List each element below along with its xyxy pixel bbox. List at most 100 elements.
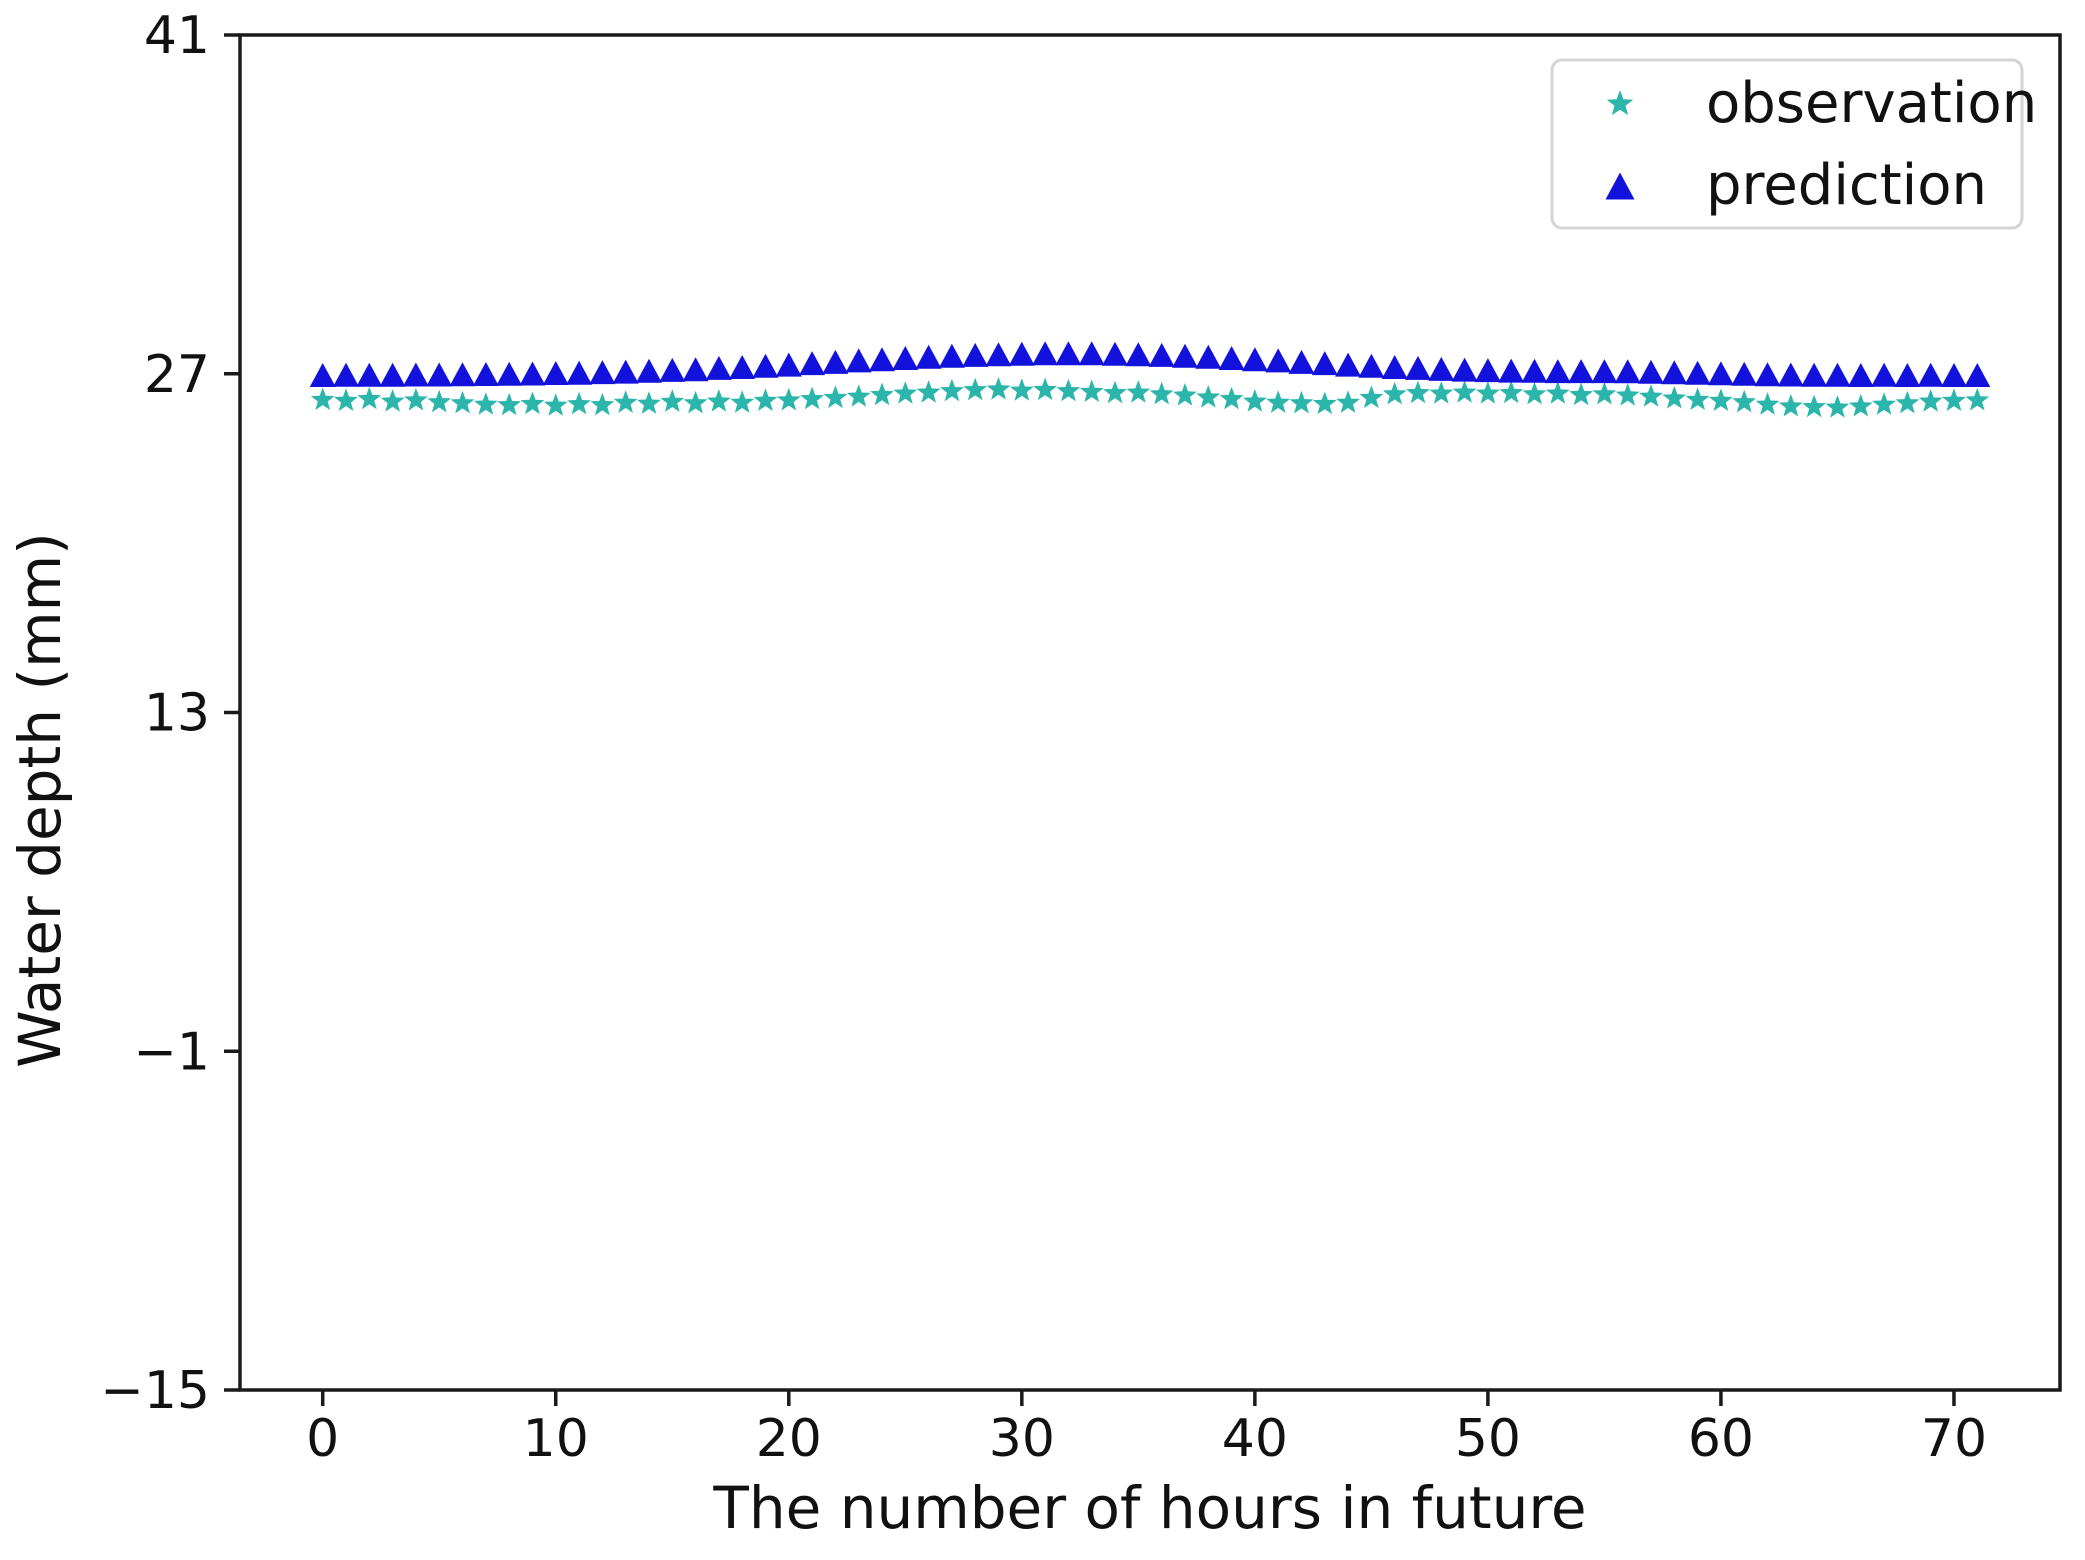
prediction-marker [1358, 353, 1385, 378]
prediction-marker [962, 342, 989, 367]
x-tick-label: 40 [1222, 1409, 1288, 1469]
prediction-marker [1941, 363, 1967, 387]
prediction-marker [1777, 362, 1804, 387]
prediction-marker [1847, 363, 1874, 387]
prediction-marker [1964, 363, 1991, 387]
y-tick-label: −1 [133, 1022, 210, 1082]
observation-marker [1802, 394, 1826, 418]
observation-marker [1825, 395, 1850, 418]
prediction-marker [775, 352, 802, 377]
observation-marker [1149, 381, 1174, 405]
x-tick-label: 60 [1688, 1409, 1754, 1469]
prediction-marker [636, 358, 662, 383]
prediction-marker [1544, 359, 1571, 384]
observation-marker [613, 390, 638, 413]
prediction-marker [1265, 348, 1292, 373]
prediction-marker [1078, 341, 1105, 366]
x-axis-label: The number of hours in future [712, 1474, 1586, 1542]
prediction-marker [1591, 359, 1618, 384]
observation-marker [1569, 382, 1593, 406]
observation-marker [753, 388, 778, 411]
observation-marker [1219, 386, 1244, 410]
prediction-marker [426, 362, 453, 387]
prediction-marker [1451, 357, 1478, 382]
observation-marker [1615, 383, 1640, 406]
observation-marker [1382, 381, 1407, 405]
prediction-marker [1008, 341, 1035, 366]
prediction-marker [1917, 362, 1944, 387]
prediction-marker [705, 355, 732, 380]
prediction-marker [379, 362, 406, 387]
prediction-marker [1638, 359, 1664, 384]
x-tick-label: 0 [306, 1409, 339, 1469]
observation-marker [1406, 380, 1430, 404]
prediction-marker [1405, 355, 1431, 380]
prediction-marker [1754, 362, 1781, 387]
observation-marker [1918, 389, 1943, 412]
observation-marker [1685, 387, 1710, 410]
observation-marker [940, 378, 964, 402]
prediction-marker [1521, 358, 1548, 383]
prediction-marker [1172, 343, 1198, 368]
observation-marker [800, 386, 824, 410]
prediction-marker [869, 347, 895, 372]
prediction-series [309, 341, 1991, 387]
y-tick-label: 27 [144, 345, 210, 405]
observation-marker [427, 389, 452, 413]
observation-marker [1872, 392, 1896, 415]
observation-marker [1732, 389, 1757, 413]
observation-marker [893, 381, 918, 404]
observation-series [310, 377, 1990, 418]
prediction-marker [1614, 359, 1641, 384]
observation-marker [1779, 393, 1803, 417]
prediction-marker [1335, 352, 1362, 377]
prediction-marker [1568, 359, 1595, 384]
observation-marker [683, 390, 708, 414]
observation-marker [1639, 384, 1663, 407]
observation-marker [1429, 381, 1454, 404]
observation-marker [707, 389, 731, 412]
prediction-marker [845, 348, 872, 373]
y-tick-label: 13 [144, 684, 210, 744]
x-tick-label: 70 [1921, 1409, 1987, 1469]
observation-marker [1336, 390, 1360, 413]
prediction-marker [682, 357, 709, 382]
legend: observation prediction [1550, 58, 2037, 230]
y-tick-label: −15 [100, 1361, 210, 1421]
observation-marker [1289, 390, 1314, 414]
legend-label-prediction: prediction [1706, 153, 1987, 218]
prediction-marker [1381, 355, 1408, 379]
prediction-marker [1498, 358, 1525, 383]
observation-marker [567, 391, 591, 415]
prediction-marker [589, 360, 616, 385]
observation-marker [1848, 393, 1873, 417]
observation-marker [637, 391, 661, 414]
x-tick-label: 20 [756, 1409, 822, 1469]
observation-marker [870, 382, 894, 406]
prediction-marker [1474, 358, 1501, 383]
legend-observation-star-icon [1606, 90, 1634, 116]
prediction-marker [1661, 360, 1688, 385]
observation-marker [404, 387, 428, 411]
observation-marker [1173, 383, 1197, 406]
observation-marker [1196, 385, 1221, 408]
legend-markers [1605, 90, 1635, 200]
observation-marker [660, 389, 685, 412]
legend-prediction-triangle-icon [1605, 172, 1635, 200]
prediction-marker [799, 351, 826, 376]
y-axis: 41 27 13 −1 −15 [100, 6, 240, 1421]
prediction-marker [496, 361, 523, 386]
observation-marker [1709, 388, 1733, 411]
x-tick-label: 30 [989, 1409, 1055, 1469]
prediction-marker [449, 362, 476, 387]
prediction-marker [1055, 341, 1082, 366]
prediction-marker [1102, 341, 1128, 366]
observation-marker [450, 390, 475, 414]
y-axis-label: Water depth (mm) [6, 532, 74, 1067]
prediction-marker [402, 362, 429, 387]
prediction-marker [1801, 362, 1828, 387]
observation-marker [1452, 380, 1477, 403]
prediction-marker [472, 362, 499, 386]
